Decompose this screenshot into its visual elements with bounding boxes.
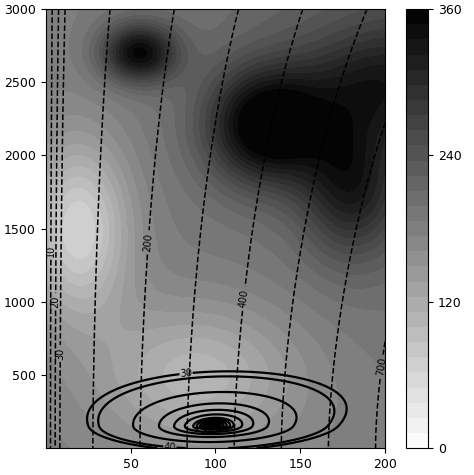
Text: 400: 400 xyxy=(237,289,250,308)
Text: 200: 200 xyxy=(143,233,154,252)
Text: 40: 40 xyxy=(164,442,176,453)
Text: 500: 500 xyxy=(199,425,218,436)
Text: 30: 30 xyxy=(55,347,65,360)
Text: 20: 20 xyxy=(51,295,61,308)
Text: 30: 30 xyxy=(180,368,192,379)
Text: 600: 600 xyxy=(203,424,222,434)
Text: 700: 700 xyxy=(375,357,388,377)
Text: 10: 10 xyxy=(46,245,56,257)
